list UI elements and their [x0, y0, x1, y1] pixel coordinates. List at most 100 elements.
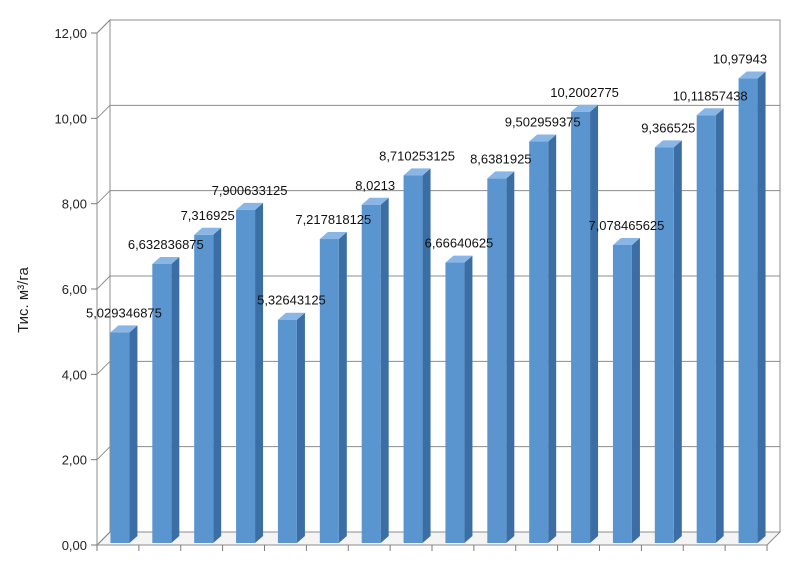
gridline-side	[96, 446, 111, 461]
bar-side	[590, 104, 599, 544]
data-label: 5,32643125	[257, 293, 326, 308]
bar-front	[654, 147, 674, 543]
bar-front	[696, 115, 716, 543]
bar	[612, 237, 640, 543]
data-label: 7,900633125	[212, 183, 288, 198]
gridline-side	[96, 360, 111, 375]
y-tick-label: 10,00	[54, 111, 87, 126]
bar	[110, 325, 138, 543]
data-label: 8,710253125	[379, 148, 455, 163]
y-tick-label: 0,00	[62, 538, 87, 553]
y-tick-label: 4,00	[62, 367, 87, 382]
bar	[236, 202, 264, 544]
bar-front	[571, 111, 591, 544]
y-tick-label: 2,00	[62, 453, 87, 468]
bar	[403, 168, 431, 543]
bar-front	[738, 78, 758, 544]
bar-front	[152, 263, 172, 543]
y-axis-ticks: 0,00 2,00 4,00 6,00 8,00 10,00 12,00	[54, 26, 97, 553]
bar-top	[529, 134, 557, 142]
bar-front	[612, 244, 632, 543]
gridline-side	[96, 104, 111, 119]
y-axis-title: Тис. м³/га	[15, 267, 32, 333]
bar	[277, 312, 305, 543]
data-label: 9,366525	[641, 120, 695, 135]
gridline-side	[96, 19, 111, 34]
bar-front	[487, 178, 507, 543]
y-tick-label: 6,00	[62, 282, 87, 297]
bar	[529, 134, 557, 543]
bar-side	[422, 168, 431, 543]
bar-top	[319, 232, 347, 240]
bar-side	[548, 134, 557, 543]
bar-top	[361, 197, 389, 205]
data-label: 10,2002775	[550, 85, 619, 100]
bar-top	[445, 255, 473, 263]
bar-side	[757, 71, 766, 544]
data-label: 9,502959375	[505, 115, 581, 130]
bar-side	[338, 232, 347, 543]
data-label: 8,0213	[355, 178, 395, 193]
bar-top	[194, 227, 222, 235]
bar-top	[277, 312, 305, 320]
data-label: 7,316925	[181, 208, 235, 223]
bar-side	[296, 312, 305, 543]
y-tick-label: 12,00	[54, 26, 87, 41]
bar-top	[110, 325, 138, 333]
bar-side	[171, 256, 180, 543]
bar-side	[715, 108, 724, 543]
bar	[738, 71, 766, 544]
bar-front	[194, 234, 214, 543]
bar-side	[213, 227, 222, 543]
bar	[696, 108, 724, 543]
bar	[194, 227, 222, 543]
bar-side	[506, 171, 515, 543]
bars	[110, 71, 766, 544]
bar-side	[380, 197, 389, 543]
bar-front	[236, 209, 256, 544]
data-label: 10,97943	[713, 52, 767, 67]
bar-top	[152, 256, 180, 264]
data-label: 7,217818125	[295, 212, 371, 227]
bar-front	[403, 175, 423, 543]
bar-top	[236, 202, 264, 210]
bar-top	[571, 104, 599, 112]
bar-front	[445, 262, 465, 543]
data-labels: 5,029346875 6,632836875 7,316925 7,90063312…	[86, 52, 767, 321]
x-axis-ticks	[96, 545, 768, 551]
bar	[654, 140, 682, 543]
bar-top	[487, 171, 515, 179]
bar-front	[277, 319, 297, 543]
bar-side	[631, 237, 640, 543]
bar-top	[403, 168, 431, 176]
gridline-side	[96, 190, 111, 205]
bar	[361, 197, 389, 543]
data-label: 7,078465625	[588, 218, 664, 233]
bar-front	[110, 332, 130, 543]
bar	[319, 232, 347, 543]
bar-front	[361, 204, 381, 543]
bar-side	[464, 255, 473, 544]
bar	[152, 256, 180, 543]
data-label: 6,632836875	[128, 237, 204, 252]
gridline-side	[96, 531, 111, 546]
data-label: 6,66640625	[425, 236, 494, 251]
bar-top	[738, 71, 766, 79]
bar-side	[255, 202, 264, 544]
bar-top	[696, 108, 724, 116]
bar-front	[319, 239, 339, 543]
bar	[571, 104, 599, 544]
gridline-side	[96, 275, 111, 290]
data-label: 10,11857438	[673, 88, 748, 103]
bar-side	[129, 325, 138, 543]
bar-side	[673, 140, 682, 543]
data-label: 8,6381925	[470, 151, 531, 166]
bar-front	[529, 141, 549, 543]
bar-top	[654, 140, 682, 148]
bar	[487, 171, 515, 543]
bar-top	[612, 237, 640, 245]
bar	[445, 255, 473, 544]
data-label: 5,029346875	[86, 305, 162, 320]
y-tick-label: 8,00	[62, 197, 87, 212]
